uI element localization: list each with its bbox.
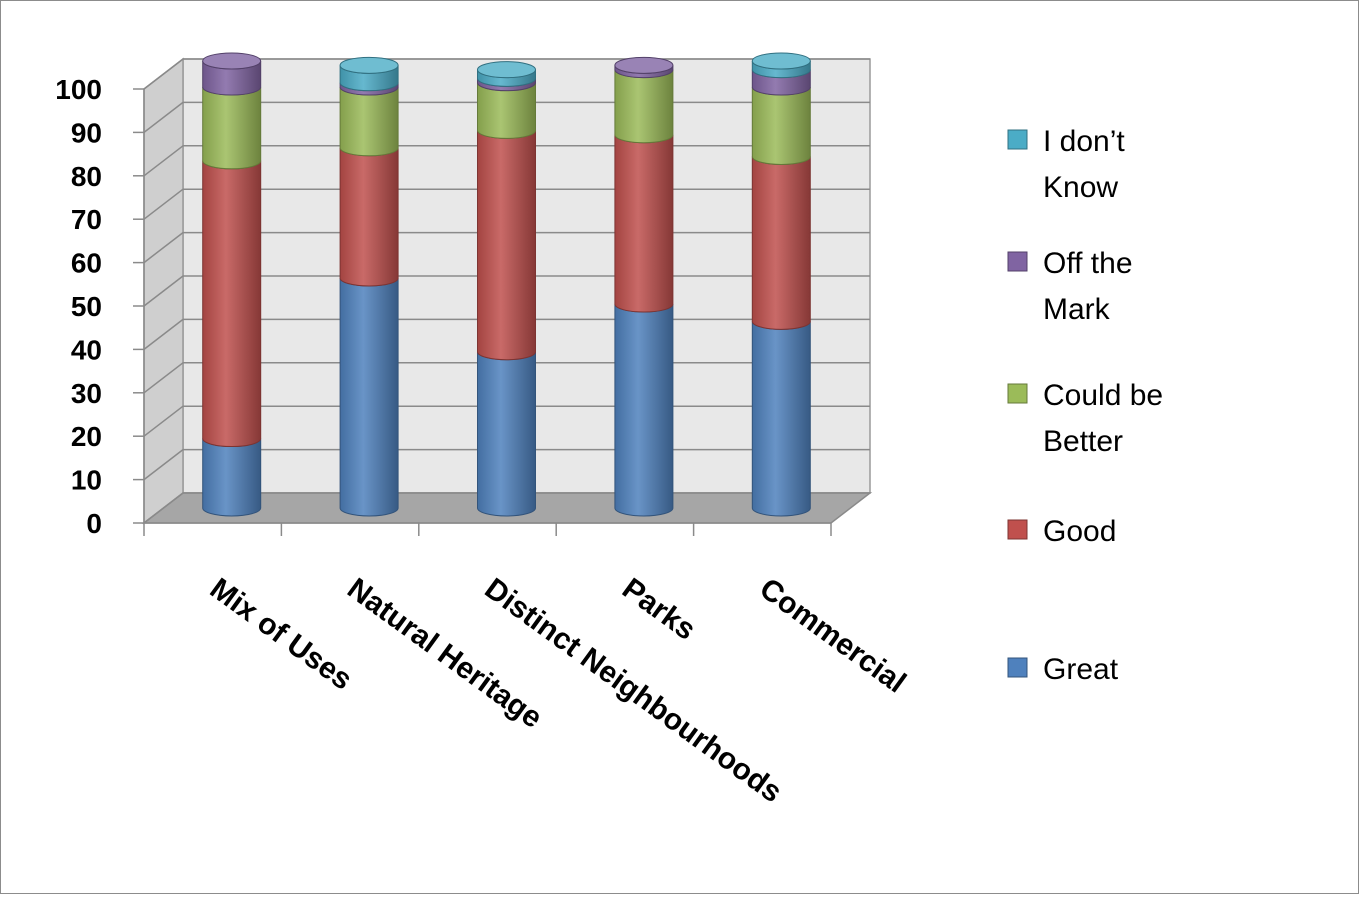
bar-segment — [614, 303, 674, 517]
y-tick-label: 0 — [86, 508, 102, 539]
legend-label: Know — [1043, 171, 1118, 204]
legend-label: Good — [1043, 515, 1116, 548]
y-tick-label: 30 — [71, 378, 102, 409]
bar-segment — [339, 147, 399, 287]
bar-stack — [339, 56, 399, 517]
gridline-side — [143, 58, 184, 90]
bar-segment — [614, 69, 674, 144]
bar-segment — [339, 86, 399, 157]
legend-label: Better — [1043, 425, 1123, 458]
bar-segment — [339, 277, 399, 517]
bar-top-cap — [477, 61, 536, 79]
legend-swatch — [1007, 657, 1028, 678]
bars — [202, 52, 811, 517]
y-tick-label: 80 — [71, 161, 102, 192]
gridline-side — [143, 449, 184, 481]
legend-swatch — [1007, 129, 1028, 150]
bar-top-cap — [614, 56, 674, 74]
bar-top-cap — [339, 56, 399, 74]
gridline-side — [143, 275, 184, 307]
y-tick-label: 100 — [55, 74, 102, 105]
bar-segment — [477, 351, 536, 517]
y-tick-label: 40 — [71, 334, 102, 365]
x-category-label: Parks — [616, 572, 702, 647]
gridline-side — [143, 492, 184, 524]
bar-top-cap — [202, 52, 262, 70]
bar-stack — [751, 52, 811, 517]
legend-swatch — [1007, 251, 1028, 272]
y-tick-label: 10 — [71, 465, 102, 496]
y-tick-label: 90 — [71, 117, 102, 148]
bar-segment — [751, 156, 811, 330]
legend-label: Off the — [1043, 247, 1133, 280]
bar-segment — [202, 86, 262, 170]
legend: I don’t Know Off the Mark Could be Better Good… — [1007, 125, 1163, 686]
bar-segment — [751, 321, 811, 517]
bar-segment — [751, 86, 811, 165]
bar-stack — [614, 56, 674, 517]
legend-label: Great — [1043, 653, 1119, 686]
bar-segment — [202, 438, 262, 517]
y-tick-label: 20 — [71, 421, 102, 452]
bar-top-cap — [751, 52, 811, 70]
x-category-label: Commercial — [753, 572, 911, 700]
legend-swatch — [1007, 383, 1028, 404]
gridline-side — [143, 145, 184, 177]
bar-stack — [202, 52, 262, 517]
legend-label: I don’t — [1043, 125, 1125, 158]
gridline-side — [143, 318, 184, 350]
y-tick-label: 50 — [71, 291, 102, 322]
gridline-side — [143, 232, 184, 264]
bar-segment — [477, 130, 536, 361]
gridline-side — [143, 405, 184, 437]
y-tick-label: 60 — [71, 248, 102, 279]
bar-stack — [477, 61, 536, 517]
gridline-side — [143, 101, 184, 133]
y-tick-label: 70 — [71, 204, 102, 235]
legend-label: Mark — [1043, 293, 1111, 326]
y-axis: 0 10 20 30 40 50 60 70 80 90 100 — [55, 74, 145, 539]
gridline-side — [143, 362, 184, 394]
legend-label: Could be — [1043, 379, 1163, 412]
x-category-label: Mix of Uses — [204, 572, 358, 697]
bar-segment — [614, 134, 674, 313]
legend-swatch — [1007, 519, 1028, 540]
gridline-side — [143, 188, 184, 220]
bar-segment — [202, 160, 262, 448]
